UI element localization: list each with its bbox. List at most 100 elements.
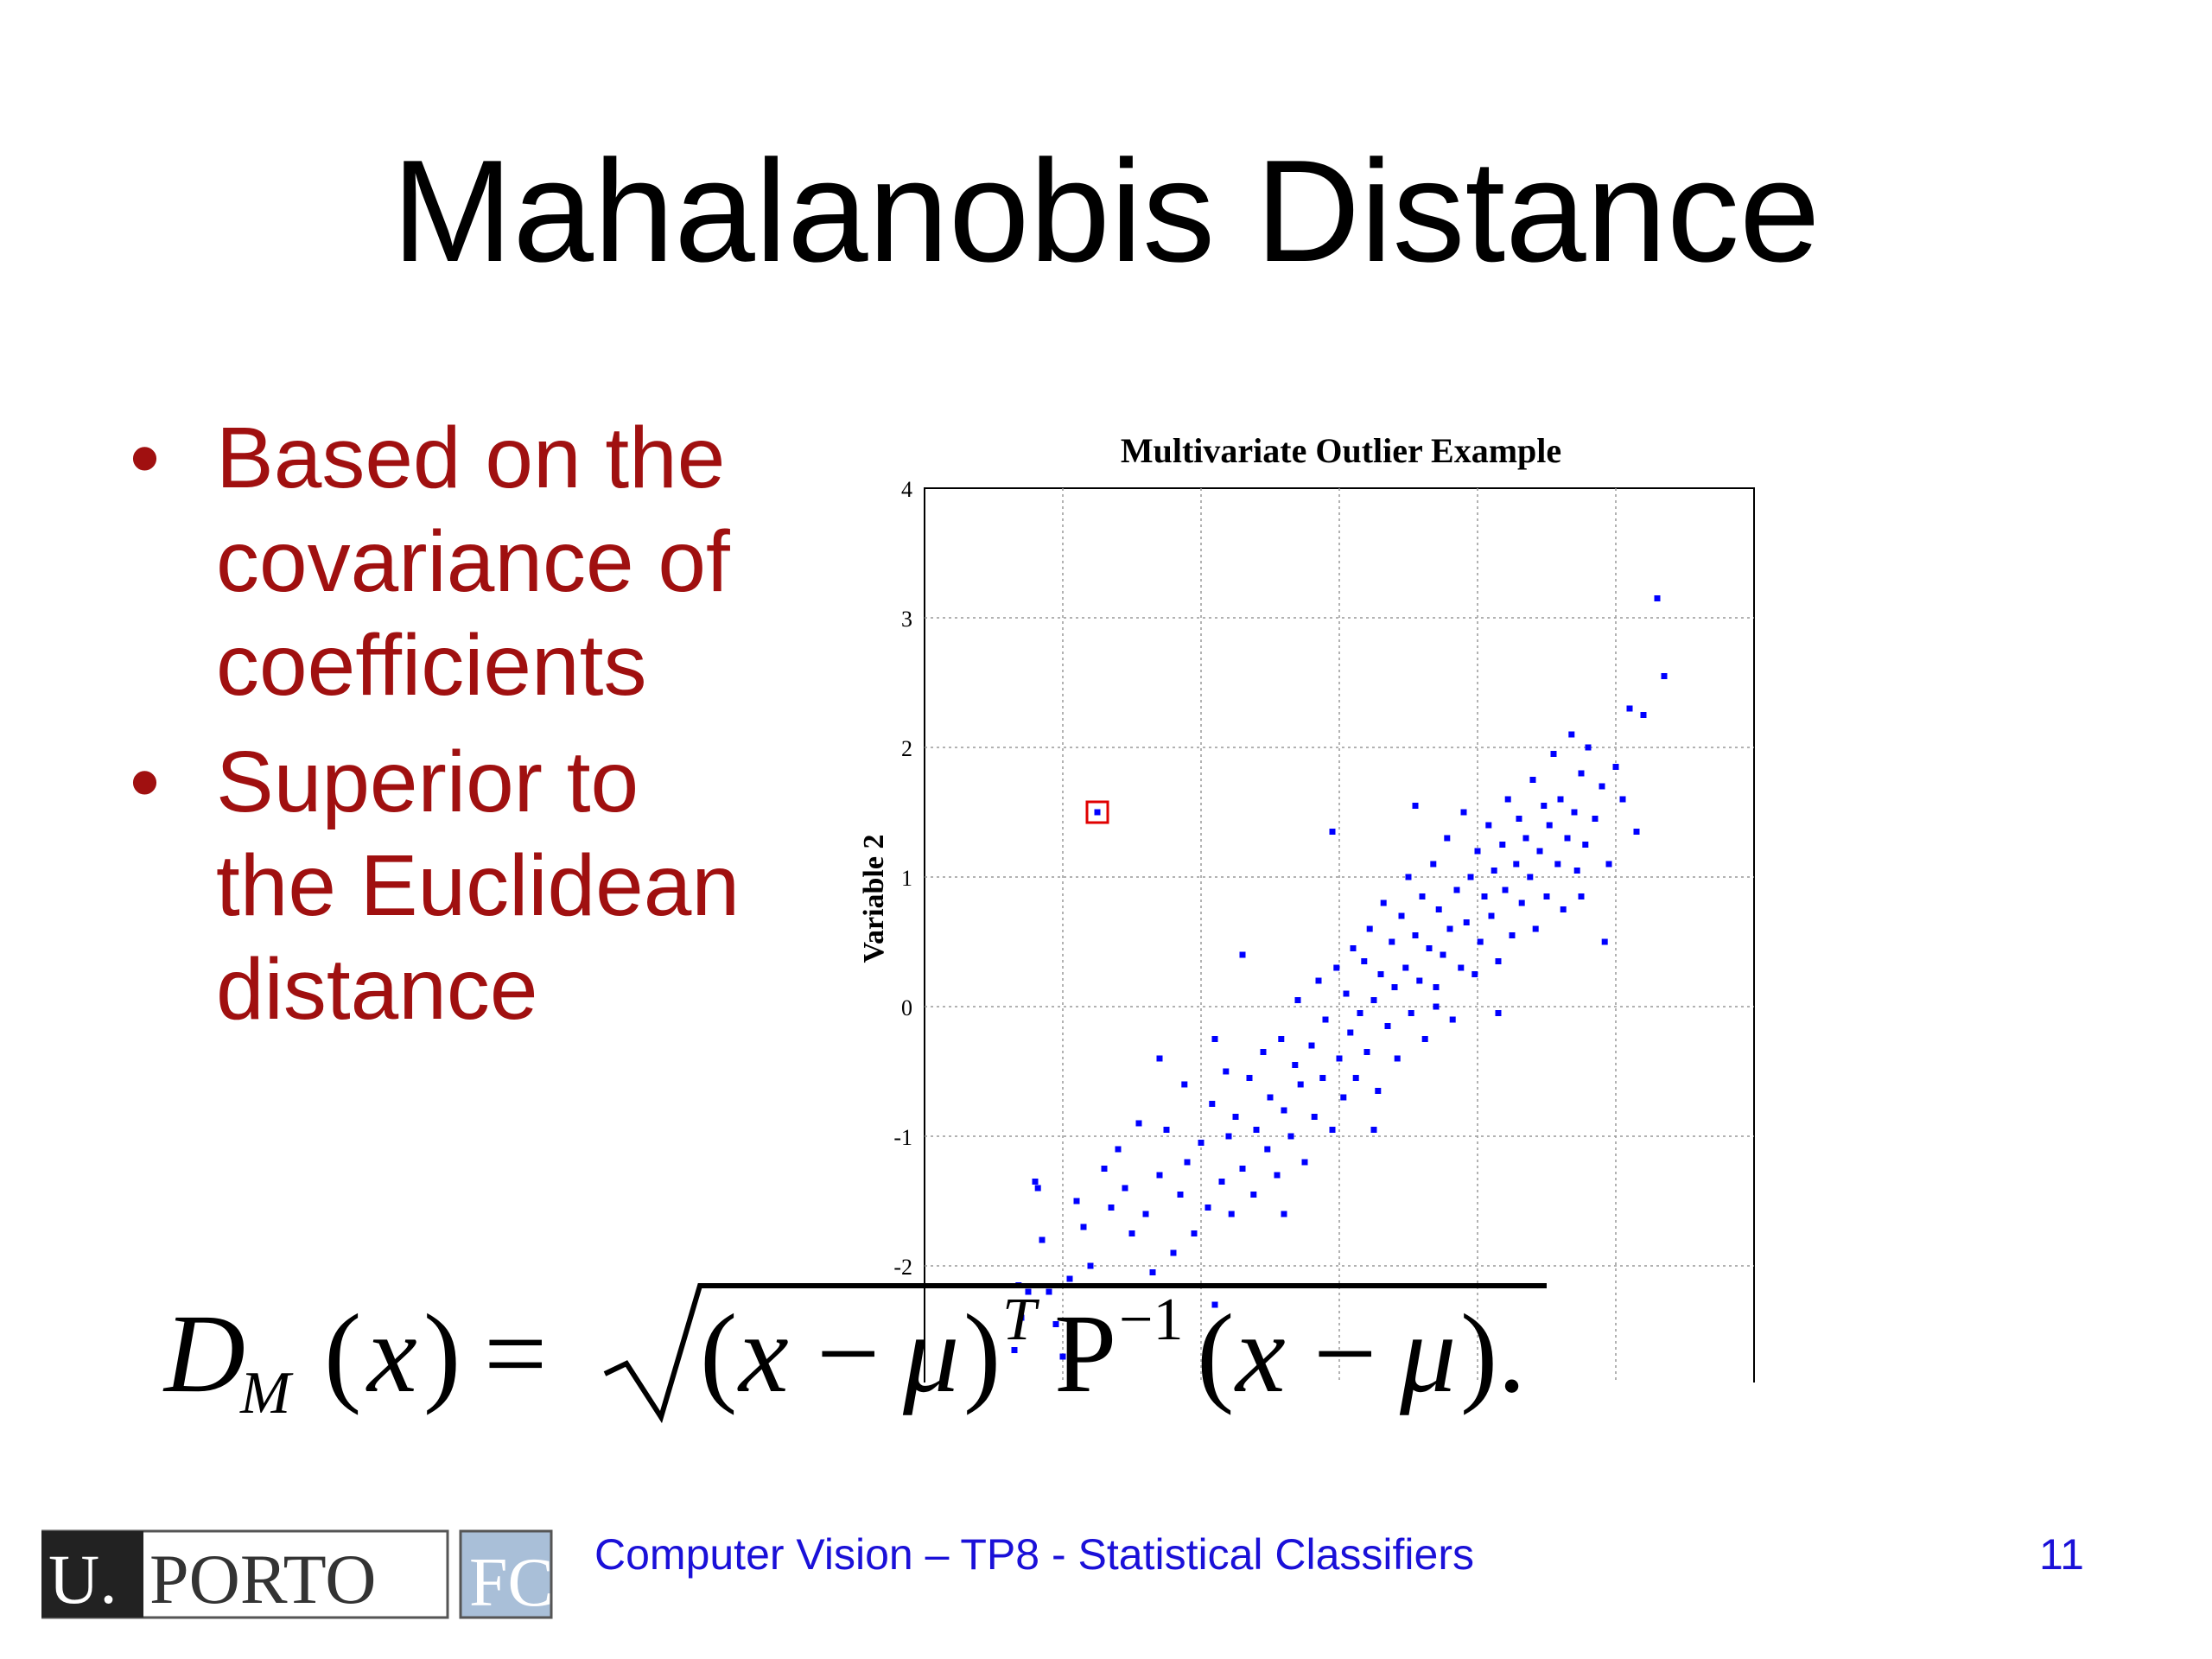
svg-text:U.: U. [48,1540,118,1618]
svg-text:(: ( [324,1292,361,1416]
data-point [1209,1101,1216,1107]
svg-text:(: ( [1197,1292,1234,1416]
data-point [1347,1029,1354,1036]
data-point [1122,1185,1128,1192]
data-point [1059,1353,1066,1360]
data-point [1046,1288,1052,1295]
data-point [1541,803,1548,809]
data-point [1536,848,1543,855]
data-point [1560,906,1567,912]
data-point [1571,809,1578,816]
data-point [1661,673,1668,679]
data-point [1619,796,1626,803]
data-point [1532,925,1539,932]
data-point [1433,984,1440,990]
data-point [1612,764,1619,770]
data-point [1471,971,1478,977]
y-tick-label: 2 [901,736,912,761]
svg-text:PORTO: PORTO [149,1540,376,1618]
data-point [1308,1042,1315,1049]
data-point [1592,816,1599,822]
data-point [1529,777,1536,783]
data-point [1011,1347,1018,1353]
data-point [1446,925,1453,932]
data-point [1239,951,1246,958]
data-point [1394,1055,1401,1062]
data-point [1149,1269,1156,1275]
data-point [1198,1140,1205,1146]
data-point [1108,1205,1115,1211]
data-point [1522,835,1529,842]
bullet-item: • Superior to the Euclidean distance [130,730,821,1041]
data-point [1278,1036,1285,1042]
data-point [1297,1081,1304,1088]
bullet-line: Based on the [216,410,726,506]
data-point [1412,932,1419,938]
data-point [1453,887,1460,893]
data-point [1281,1211,1287,1217]
data-point [1578,770,1585,777]
svg-text:−: − [817,1292,880,1416]
data-point [1128,1230,1135,1236]
outlier-marker [1085,800,1109,824]
data-point [1115,1146,1122,1153]
data-point [1458,964,1465,971]
data-point [1025,1288,1032,1295]
data-point [1377,971,1384,977]
data-point [1474,848,1481,855]
data-point [1516,816,1522,822]
data-point [1495,1010,1502,1016]
bullet-line: the Euclidean [216,837,741,934]
y-tick-label: -2 [893,1255,912,1280]
bullet-dot-icon: • [130,734,161,830]
bullet-line: Superior to [216,734,639,830]
data-point [1435,906,1442,912]
data-point [1421,1036,1428,1042]
svg-text:=: = [484,1292,547,1416]
data-point [1640,712,1647,718]
data-point [1363,1049,1370,1055]
data-point [1163,1127,1170,1133]
data-point [1513,861,1520,868]
data-point [1481,893,1488,899]
data-point [1281,1107,1287,1114]
y-tick-label: 0 [901,995,912,1020]
svg-text:(: ( [700,1292,737,1416]
data-point [1319,1075,1326,1081]
data-point [1599,783,1605,790]
svg-text:P: P [1054,1292,1116,1416]
data-point [1264,1146,1271,1153]
data-point [1352,1075,1359,1081]
data-point [1518,899,1525,906]
data-point [1142,1211,1149,1217]
outlier-point [1094,809,1101,816]
data-point [1087,1262,1094,1269]
data-point [1267,1094,1274,1101]
bullet-line: covariance of [216,513,730,610]
svg-text:−: − [1313,1292,1376,1416]
data-point [1405,874,1412,880]
y-tick-label: 1 [901,866,912,891]
data-point [1156,1055,1163,1062]
data-point [1499,842,1506,848]
data-point [1467,874,1474,880]
data-point [1568,731,1575,738]
data-point [1333,964,1340,971]
data-point [1239,1166,1246,1172]
svg-text:x: x [1234,1292,1286,1416]
data-point [1419,893,1426,899]
data-point [1605,861,1612,868]
data-point [1402,964,1409,971]
data-point [1315,977,1322,984]
data-point [1211,1036,1218,1042]
data-point [1582,842,1589,848]
data-point [1361,958,1368,964]
page-number: 11 [2039,1530,2084,1579]
data-point [1350,945,1357,951]
data-point [1052,1321,1059,1327]
y-tick-label: 4 [901,477,912,502]
data-point [1253,1127,1260,1133]
data-point [1184,1159,1191,1166]
data-point [1370,1127,1377,1133]
data-point [1211,1301,1218,1308]
